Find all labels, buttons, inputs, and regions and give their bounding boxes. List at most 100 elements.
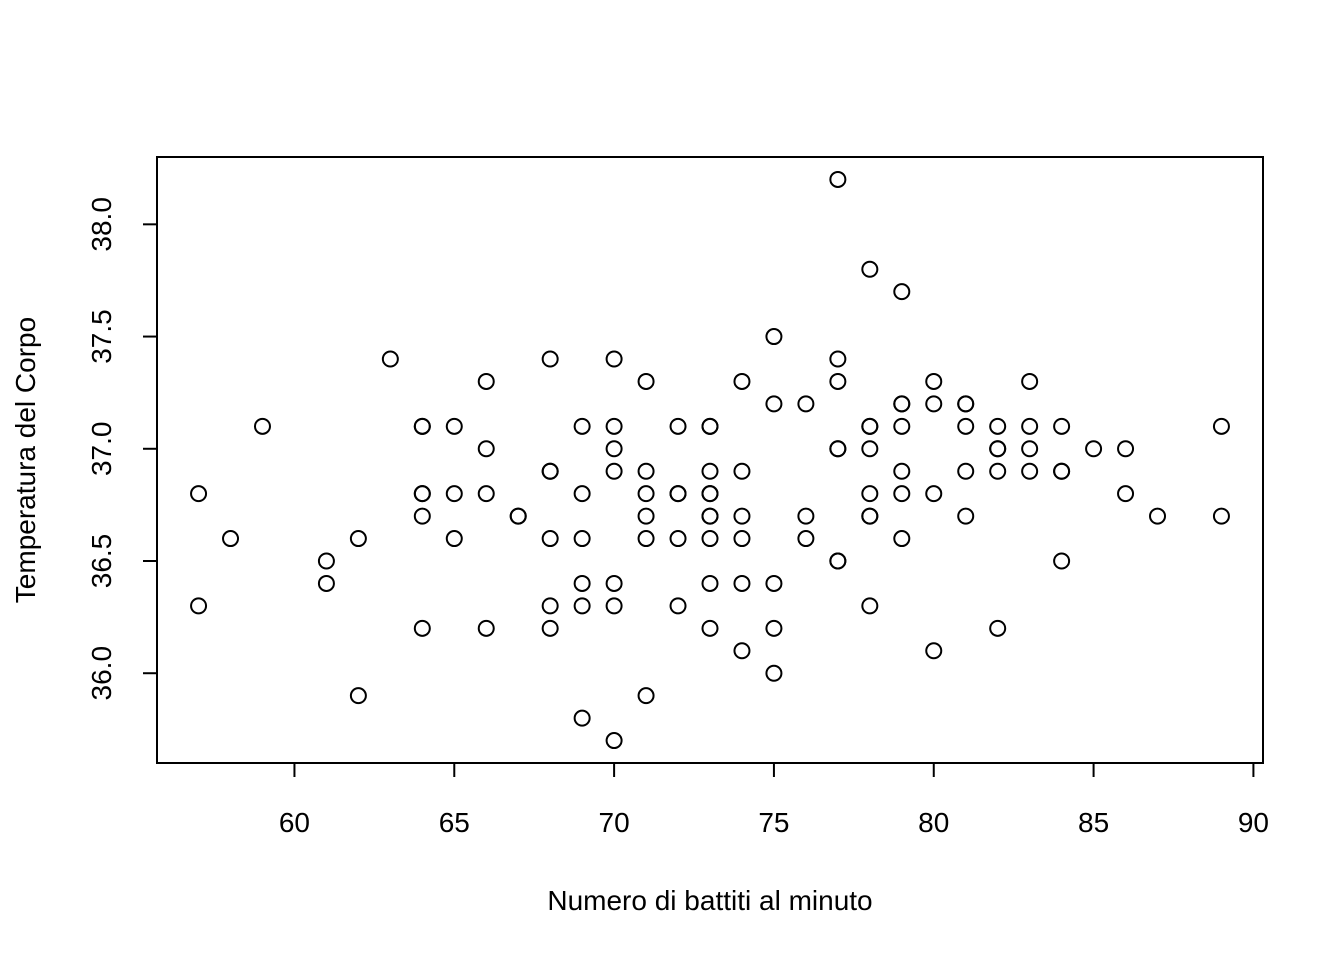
data-point — [797, 395, 815, 413]
x-tick-label: 70 — [599, 807, 630, 838]
data-point — [477, 372, 495, 390]
data-point — [861, 485, 879, 503]
data-point — [957, 462, 975, 480]
data-point — [861, 417, 879, 435]
data-point — [701, 485, 719, 503]
x-tick-label: 90 — [1238, 807, 1269, 838]
y-tick-label: 36.5 — [86, 534, 117, 589]
data-point — [829, 440, 847, 458]
data-point — [861, 440, 879, 458]
data-point — [637, 687, 655, 705]
data-point — [989, 462, 1007, 480]
data-point — [1212, 417, 1230, 435]
data-point — [733, 372, 751, 390]
data-point — [573, 530, 591, 548]
data-point — [413, 619, 431, 637]
data-point — [253, 417, 271, 435]
data-point — [509, 507, 527, 525]
data-point — [190, 485, 208, 503]
y-tick-label: 37.0 — [86, 422, 117, 477]
y-tick-label: 38.0 — [86, 197, 117, 252]
data-point — [573, 574, 591, 592]
data-point — [893, 283, 911, 301]
data-point — [637, 530, 655, 548]
data-point — [477, 485, 495, 503]
data-point — [445, 485, 463, 503]
data-point — [477, 440, 495, 458]
data-point — [541, 530, 559, 548]
data-point — [1021, 440, 1039, 458]
data-points — [190, 170, 1230, 750]
x-tick-label: 75 — [758, 807, 789, 838]
data-point — [701, 619, 719, 637]
data-point — [637, 507, 655, 525]
x-axis: 60 65 70 75 80 85 90 — [279, 762, 1269, 838]
data-point — [605, 732, 623, 750]
data-point — [445, 417, 463, 435]
data-point — [733, 530, 751, 548]
data-point — [989, 417, 1007, 435]
y-tick-label: 37.5 — [86, 309, 117, 364]
data-point — [829, 170, 847, 188]
data-point — [381, 350, 399, 368]
data-point — [1053, 417, 1071, 435]
data-point — [541, 350, 559, 368]
data-point — [669, 530, 687, 548]
data-point — [1149, 507, 1167, 525]
data-point — [669, 597, 687, 615]
data-point — [637, 485, 655, 503]
data-point — [669, 417, 687, 435]
data-point — [477, 619, 495, 637]
data-point — [222, 530, 240, 548]
data-point — [573, 417, 591, 435]
data-point — [541, 462, 559, 480]
data-point — [349, 530, 367, 548]
plot-area-box — [156, 156, 1264, 764]
data-point — [925, 642, 943, 660]
data-point — [1053, 552, 1071, 570]
data-point — [1117, 485, 1135, 503]
data-point — [605, 440, 623, 458]
x-tick-label: 65 — [439, 807, 470, 838]
data-point — [765, 619, 783, 637]
data-point — [1212, 507, 1230, 525]
data-point — [765, 574, 783, 592]
data-point — [925, 395, 943, 413]
data-point — [893, 395, 911, 413]
data-point — [637, 462, 655, 480]
data-point — [957, 417, 975, 435]
data-point — [765, 328, 783, 346]
data-point — [733, 574, 751, 592]
data-point — [989, 619, 1007, 637]
data-point — [1021, 462, 1039, 480]
data-point — [701, 574, 719, 592]
data-point — [190, 597, 208, 615]
data-point — [1085, 440, 1103, 458]
data-point — [765, 395, 783, 413]
data-point — [829, 350, 847, 368]
data-point — [573, 597, 591, 615]
data-point — [573, 485, 591, 503]
data-point — [349, 687, 367, 705]
data-point — [1117, 440, 1135, 458]
data-point — [861, 597, 879, 615]
data-point — [605, 574, 623, 592]
data-point — [797, 530, 815, 548]
data-point — [829, 552, 847, 570]
data-point — [413, 417, 431, 435]
data-point — [1053, 462, 1071, 480]
data-point — [541, 619, 559, 637]
data-point — [925, 485, 943, 503]
data-point — [1021, 372, 1039, 390]
data-point — [701, 417, 719, 435]
data-point — [605, 597, 623, 615]
data-point — [669, 485, 687, 503]
y-tick-label: 36.0 — [86, 646, 117, 701]
data-point — [605, 350, 623, 368]
x-tick-label: 60 — [279, 807, 310, 838]
data-point — [413, 507, 431, 525]
data-point — [893, 530, 911, 548]
data-point — [413, 485, 431, 503]
data-point — [573, 709, 591, 727]
x-tick-label: 85 — [1078, 807, 1109, 838]
